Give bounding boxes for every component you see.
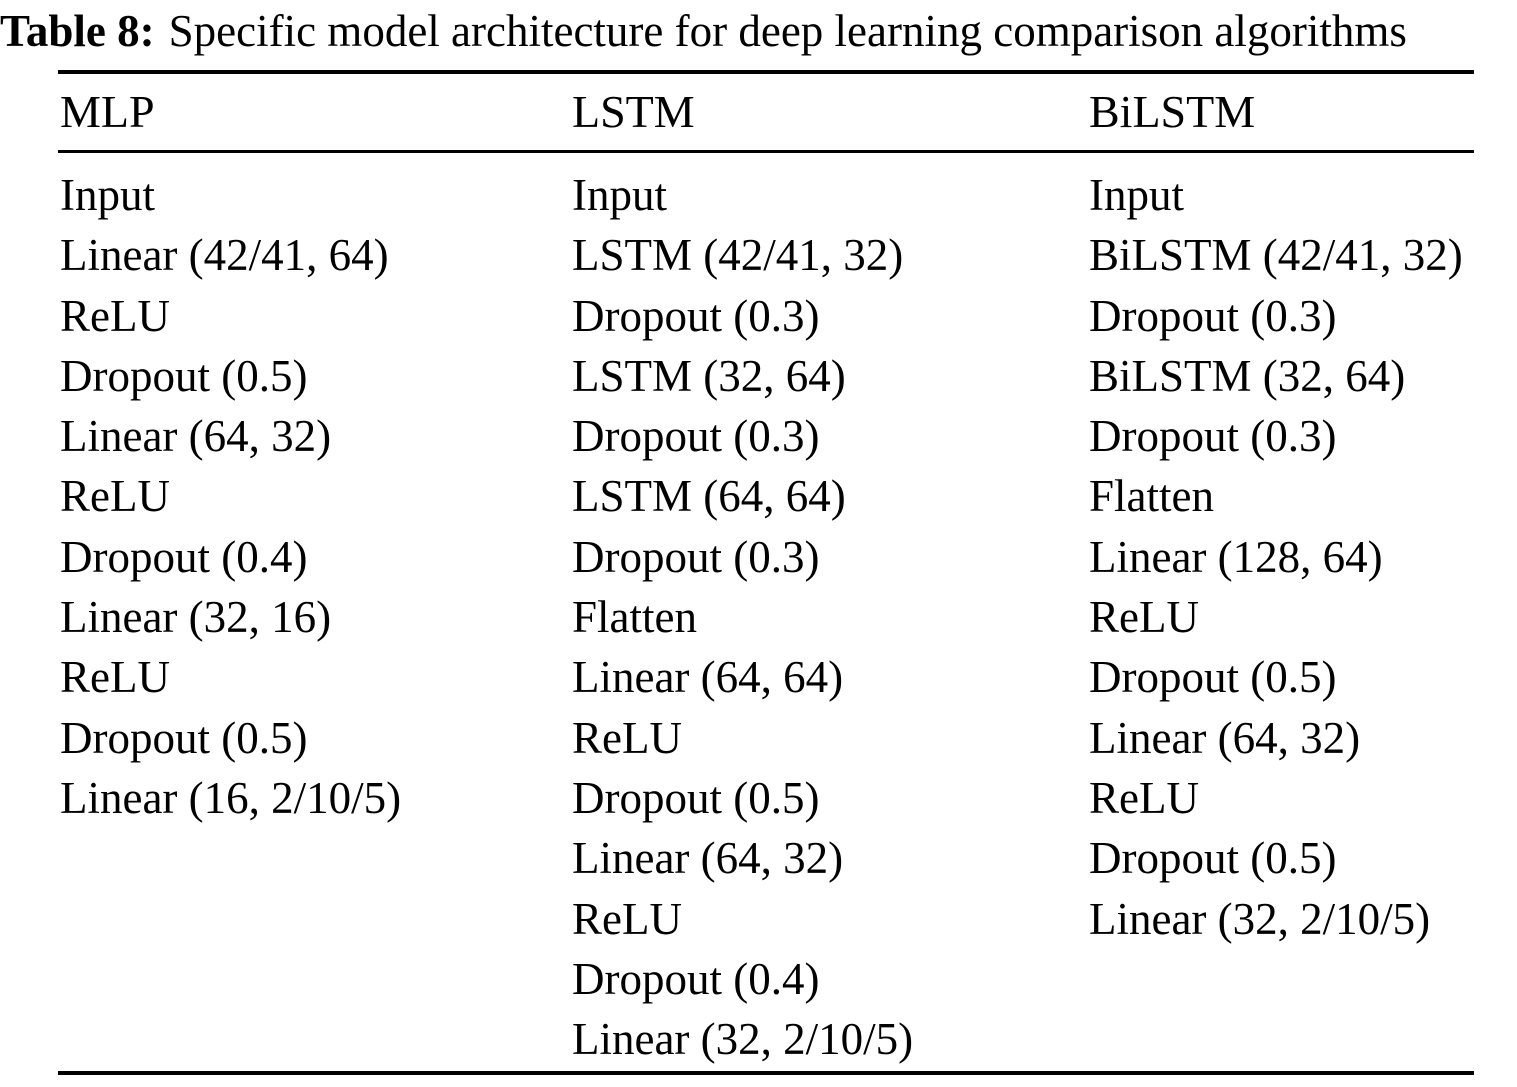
table-title: Table 8: Specific model architecture for … — [0, 2, 1517, 60]
layer-row: Dropout (0.5) — [1089, 833, 1337, 884]
layer-row: Input — [572, 170, 667, 220]
column-header-lstm: LSTM — [572, 86, 695, 137]
layer-row: Linear (64, 32) — [572, 833, 844, 884]
layer-row: Linear (32, 16) — [60, 592, 332, 643]
layer-row: BiLSTM (32, 64) — [1089, 350, 1406, 401]
layer-row: Dropout (0.4) — [572, 953, 820, 1004]
column-header-bilstm: BiLSTM — [1089, 86, 1256, 137]
layer-row: Dropout (0.3) — [1089, 290, 1337, 341]
layer-row: Dropout (0.3) — [572, 411, 820, 462]
table-body: Input Linear (42/41, 64) ReLU Dropout (0.5)… — [58, 153, 1474, 1069]
column-bilstm-layers: Input BiLSTM (42/41, 32) Dropout (0.3) BiLS… — [1089, 165, 1476, 949]
layer-row: Input — [60, 170, 155, 220]
layer-row: Dropout (0.4) — [60, 531, 308, 582]
layer-row: LSTM (32, 64) — [572, 350, 846, 401]
layer-row: LSTM (64, 64) — [572, 471, 846, 522]
layer-row: Dropout (0.5) — [572, 772, 820, 823]
column-header-mlp: MLP — [60, 86, 155, 137]
layer-row: LSTM (42/41, 32) — [572, 230, 904, 281]
layer-row: ReLU — [572, 712, 682, 763]
layer-row: Linear (128, 64) — [1089, 531, 1383, 582]
table-caption: Specific model architecture for deep lea… — [168, 6, 1407, 56]
column-lstm-layers: Input LSTM (42/41, 32) Dropout (0.3) LSTM (… — [572, 165, 1089, 1069]
layer-row: BiLSTM (42/41, 32) — [1089, 230, 1463, 281]
layer-row: Dropout (0.5) — [60, 350, 308, 401]
architecture-table: MLP LSTM BiLSTM Input Linear (42/41, 64) R… — [58, 70, 1474, 1075]
table-header-row: MLP LSTM BiLSTM — [58, 74, 1474, 153]
layer-row: ReLU — [1089, 772, 1199, 823]
layer-row: Flatten — [572, 592, 697, 643]
layer-row: Linear (16, 2/10/5) — [60, 772, 402, 823]
layer-row: Dropout (0.5) — [60, 712, 308, 763]
layer-row: Linear (64, 64) — [572, 652, 844, 703]
layer-row: Linear (64, 32) — [1089, 712, 1361, 763]
layer-row: ReLU — [60, 471, 170, 522]
table-label: Table 8: — [0, 6, 155, 56]
layer-row: Linear (64, 32) — [60, 411, 332, 462]
layer-row: Flatten — [1089, 471, 1214, 522]
layer-row: Dropout (0.3) — [1089, 411, 1337, 462]
layer-row: Dropout (0.5) — [1089, 652, 1337, 703]
column-mlp-layers: Input Linear (42/41, 64) ReLU Dropout (0.5)… — [60, 165, 572, 828]
layer-row: Linear (32, 2/10/5) — [572, 1014, 914, 1065]
layer-row: Dropout (0.3) — [572, 290, 820, 341]
layer-row: Input — [1089, 170, 1184, 220]
layer-row: ReLU — [60, 652, 170, 703]
layer-row: Linear (42/41, 64) — [60, 230, 389, 281]
layer-row: ReLU — [60, 290, 170, 341]
layer-row: Linear (32, 2/10/5) — [1089, 893, 1431, 944]
layer-row: Dropout (0.3) — [572, 531, 820, 582]
layer-row: ReLU — [572, 893, 682, 944]
layer-row: ReLU — [1089, 592, 1199, 643]
